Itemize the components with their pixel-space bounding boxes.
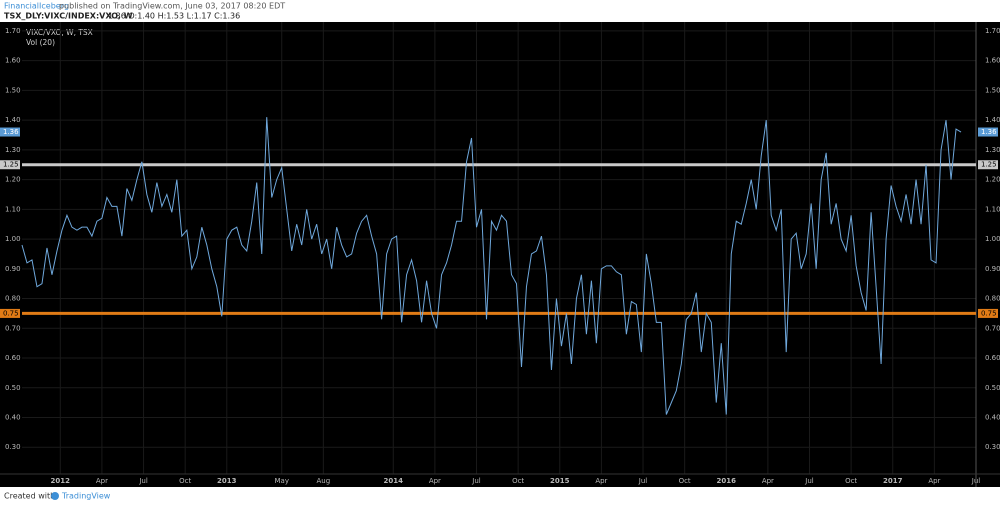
y-tick-label: 1.30 xyxy=(5,146,21,154)
x-tick-label: May xyxy=(274,477,288,485)
level-badge xyxy=(0,160,20,170)
published: published on TradingView.com, June 03, 2… xyxy=(59,2,285,11)
y2-tick-label: 0.70 xyxy=(985,324,1000,332)
x-tick-label: Apr xyxy=(96,477,108,485)
ohlc: 1.36 O:1.40 H:1.53 L:1.17 C:1.36 xyxy=(108,12,240,21)
y2-tick-label: 0.90 xyxy=(985,265,1000,273)
x-tick-label: 2016 xyxy=(717,477,737,485)
y2-tick-label: 1.40 xyxy=(985,116,1000,124)
y-tick-label: 1.50 xyxy=(5,86,21,94)
y-tick-label: 1.20 xyxy=(5,176,21,184)
level-label: 0.75 xyxy=(981,309,997,317)
y-tick-label: 0.90 xyxy=(5,265,21,273)
legend-series: VIXC/VXO, W, TSX xyxy=(26,28,93,37)
series-line xyxy=(21,117,962,415)
price-label: 1.36 xyxy=(3,128,19,136)
x-tick-label: 2012 xyxy=(51,477,71,485)
y2-tick-label: 0.60 xyxy=(985,354,1000,362)
x-tick-label: Apr xyxy=(928,477,940,485)
y-tick-label: 1.40 xyxy=(5,116,21,124)
y-tick-label: 0.60 xyxy=(5,354,21,362)
level-label: 1.25 xyxy=(3,161,19,169)
x-tick-label: Apr xyxy=(762,477,774,485)
y-tick-label: 0.80 xyxy=(5,295,21,303)
price-badge xyxy=(978,127,998,137)
price-label: 1.36 xyxy=(981,128,997,136)
y-tick-label: 0.30 xyxy=(5,443,21,451)
x-tick-label: Apr xyxy=(429,477,441,485)
y2-tick-label: 0.80 xyxy=(985,295,1000,303)
y-tick-label: 1.70 xyxy=(5,27,21,35)
footer-logo xyxy=(51,492,59,500)
y2-tick-label: 1.10 xyxy=(985,205,1000,213)
level-badge xyxy=(978,160,998,170)
x-tick-label: Aug xyxy=(317,477,331,485)
x-tick-label: Oct xyxy=(179,477,191,485)
legend-indicator: Vol (20) xyxy=(26,38,55,47)
y-tick-label: 1.00 xyxy=(5,235,21,243)
y2-tick-label: 0.30 xyxy=(985,443,1000,451)
level-label: 1.25 xyxy=(981,161,997,169)
x-tick-label: 2017 xyxy=(883,477,903,485)
x-tick-label: Oct xyxy=(845,477,857,485)
y-tick-label: 0.70 xyxy=(5,324,21,332)
price-badge xyxy=(0,127,20,137)
x-tick-label: Oct xyxy=(512,477,524,485)
x-tick-label: 2015 xyxy=(550,477,570,485)
y2-tick-label: 1.70 xyxy=(985,27,1000,35)
y2-tick-label: 1.50 xyxy=(985,86,1000,94)
y2-tick-label: 1.00 xyxy=(985,235,1000,243)
y-tick-label: 0.50 xyxy=(5,384,21,392)
footer-brand[interactable]: TradingView xyxy=(61,492,111,501)
x-tick-label: Apr xyxy=(595,477,607,485)
x-tick-label: Jul xyxy=(138,477,148,485)
author[interactable]: FinancialIceberg xyxy=(4,2,69,11)
y-tick-label: 0.40 xyxy=(5,414,21,422)
level-label: 0.75 xyxy=(3,309,19,317)
y2-tick-label: 1.60 xyxy=(985,57,1000,65)
y2-tick-label: 1.20 xyxy=(985,176,1000,184)
y-tick-label: 1.60 xyxy=(5,57,21,65)
x-tick-label: Oct xyxy=(679,477,691,485)
level-badge xyxy=(0,308,20,318)
y-tick-label: 1.10 xyxy=(5,205,21,213)
y2-tick-label: 0.50 xyxy=(985,384,1000,392)
footer-created: Created with xyxy=(4,492,55,501)
chart-background xyxy=(0,22,1000,487)
y2-tick-label: 0.40 xyxy=(985,414,1000,422)
x-tick-label: Jul xyxy=(804,477,814,485)
level-badge xyxy=(978,308,998,318)
x-tick-label: Jul xyxy=(471,477,481,485)
x-tick-label: 2014 xyxy=(384,477,404,485)
x-tick-label: Jul xyxy=(638,477,648,485)
y2-tick-label: 1.30 xyxy=(985,146,1000,154)
x-tick-label: 2013 xyxy=(217,477,237,485)
symbol: TSX_DLY:VIXC/INDEX:VXO, W xyxy=(4,12,133,21)
